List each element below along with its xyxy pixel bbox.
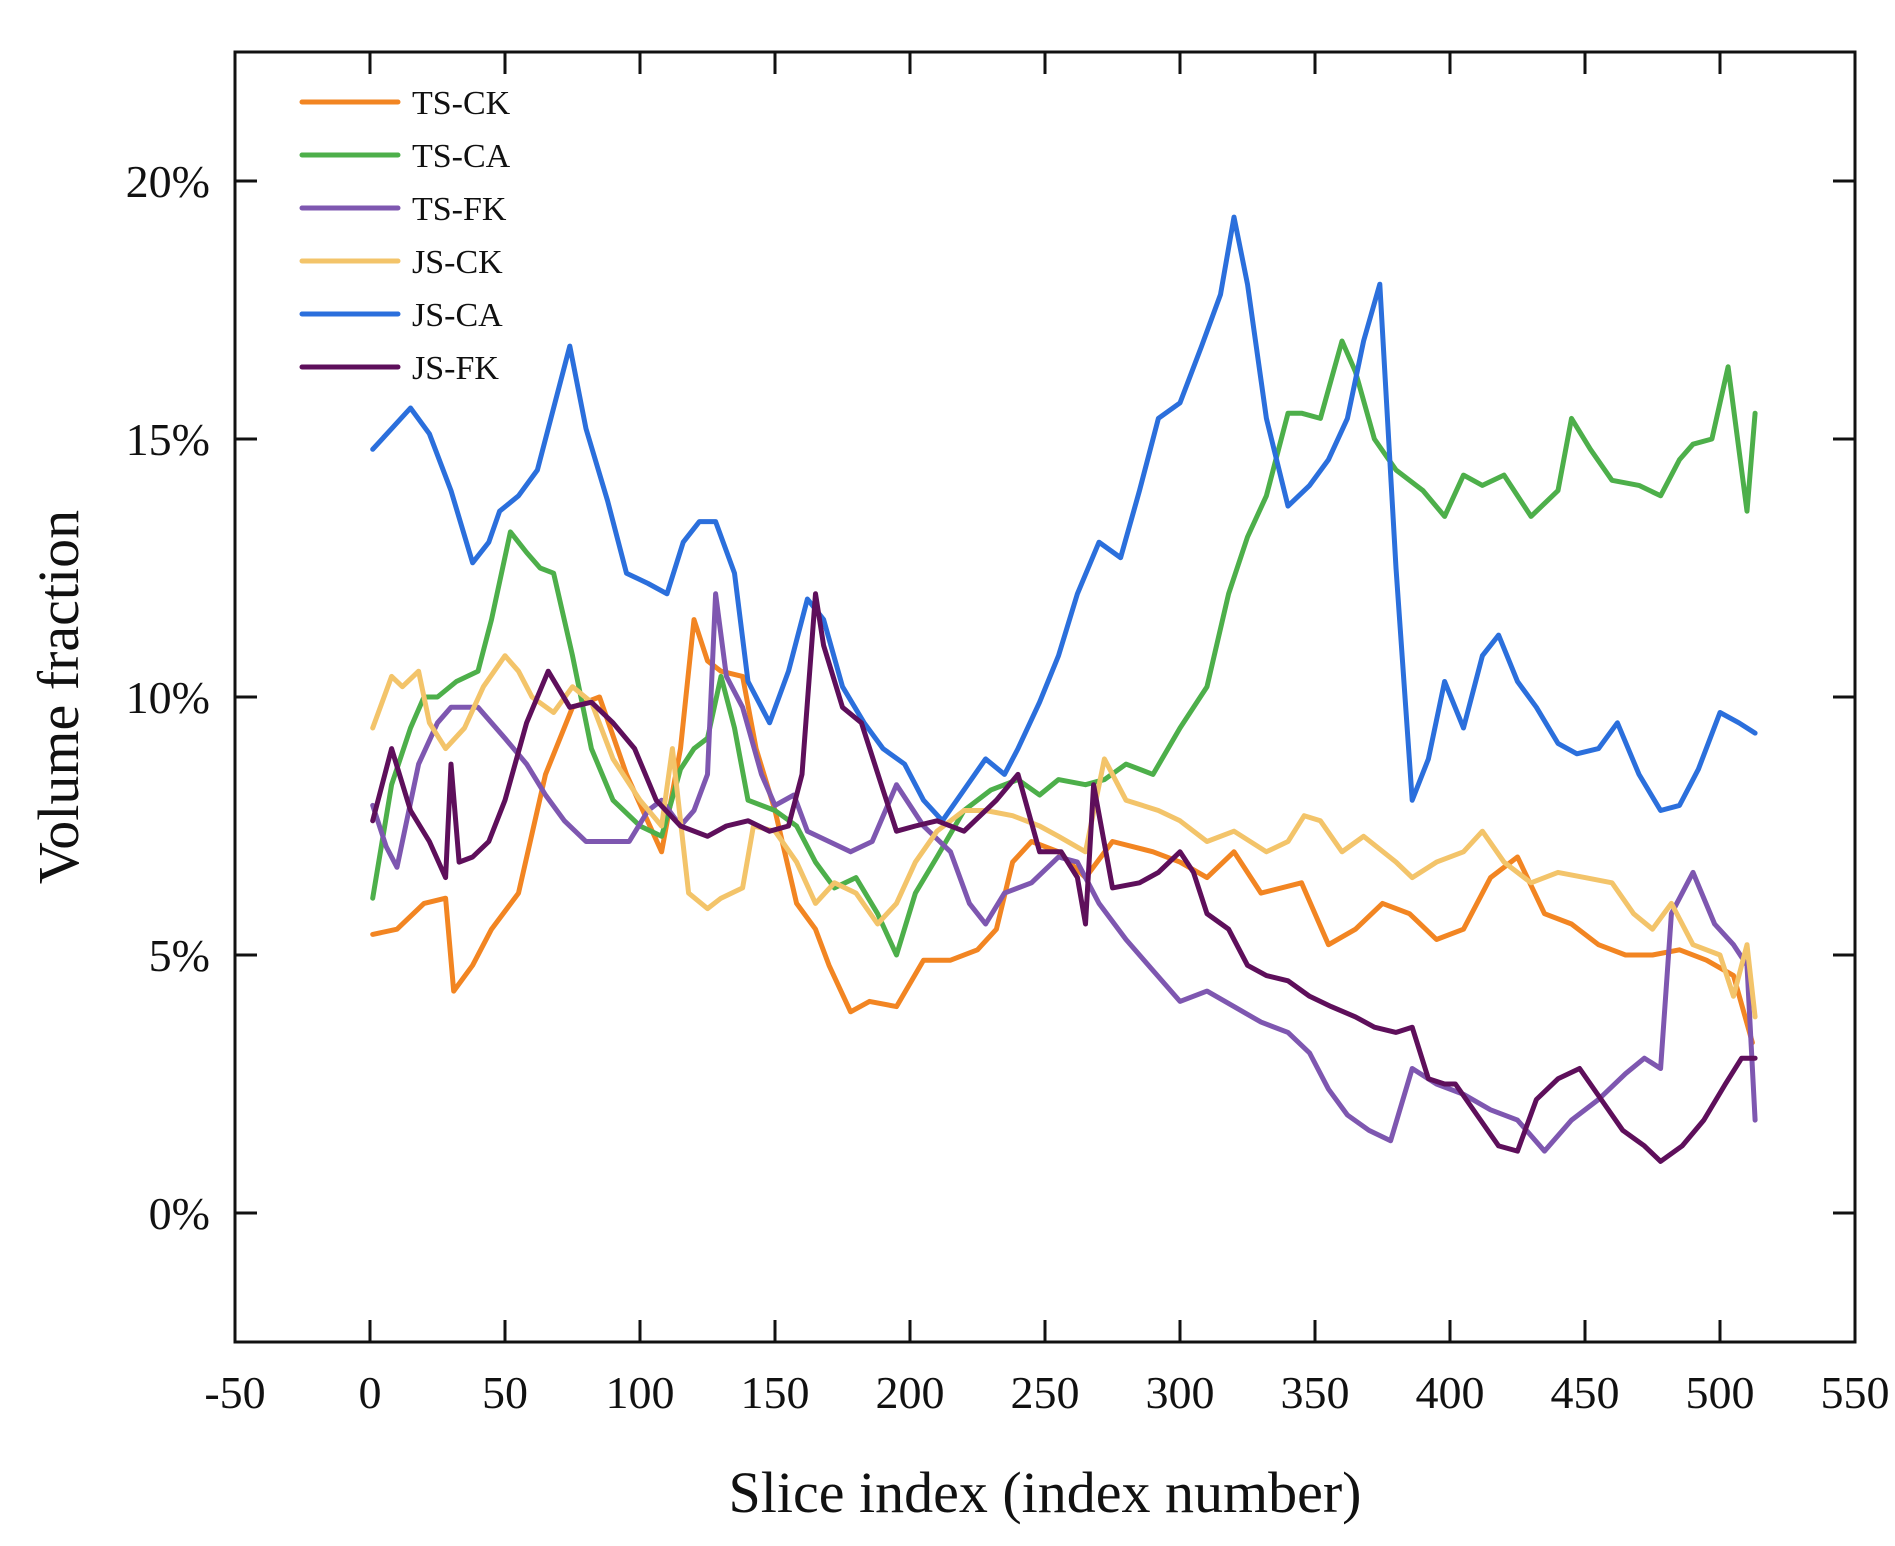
x-tick-label: 0 [359, 1367, 382, 1418]
y-tick-label: 0% [149, 1188, 210, 1239]
x-tick-label: 150 [741, 1367, 810, 1418]
x-tick-label: 450 [1551, 1367, 1620, 1418]
tick-layer: -50 0 50 100 150 200 250 300 350 400 450 500 550 0% 5%… [126, 52, 1890, 1418]
series-layer [370, 214, 1758, 1164]
series-line-ts-ca [370, 338, 1758, 958]
x-tick-label: 550 [1821, 1367, 1890, 1418]
x-tick-label: 200 [876, 1367, 945, 1418]
y-tick-label: 10% [126, 672, 210, 723]
x-tick-label: 300 [1146, 1367, 1215, 1418]
legend-label-ts-ca: TS-CA [412, 138, 511, 175]
x-tick-label: 50 [482, 1367, 528, 1418]
x-tick-label: 100 [606, 1367, 675, 1418]
x-tick-label: 400 [1416, 1367, 1485, 1418]
series-line-js-ck [370, 653, 1758, 1020]
series-line-js-fk [370, 591, 1758, 1164]
series-line-js-ca [370, 214, 1758, 824]
x-tick-label: 500 [1686, 1367, 1755, 1418]
legend-label-ts-fk: TS-FK [412, 191, 507, 228]
series-line-ts-fk [370, 591, 1758, 1154]
legend-label-js-fk: JS-FK [412, 350, 499, 387]
y-tick-label: 5% [149, 930, 210, 981]
legend-label-js-ck: JS-CK [412, 244, 503, 281]
x-tick-label: 250 [1011, 1367, 1080, 1418]
y-tick-label: 20% [126, 156, 210, 207]
y-tick-label: 15% [126, 414, 210, 465]
legend-label-js-ca: JS-CA [412, 297, 503, 334]
x-axis-title: Slice index (index number) [729, 1460, 1362, 1525]
x-tick-label: -50 [204, 1367, 265, 1418]
legend-label-ts-ck: TS-CK [412, 85, 511, 122]
y-axis-title: Volume fraction [26, 510, 91, 884]
x-tick-label: 350 [1281, 1367, 1350, 1418]
legend: TS-CK TS-CA TS-FK JS-CK JS-CA JS-FK [299, 85, 511, 387]
